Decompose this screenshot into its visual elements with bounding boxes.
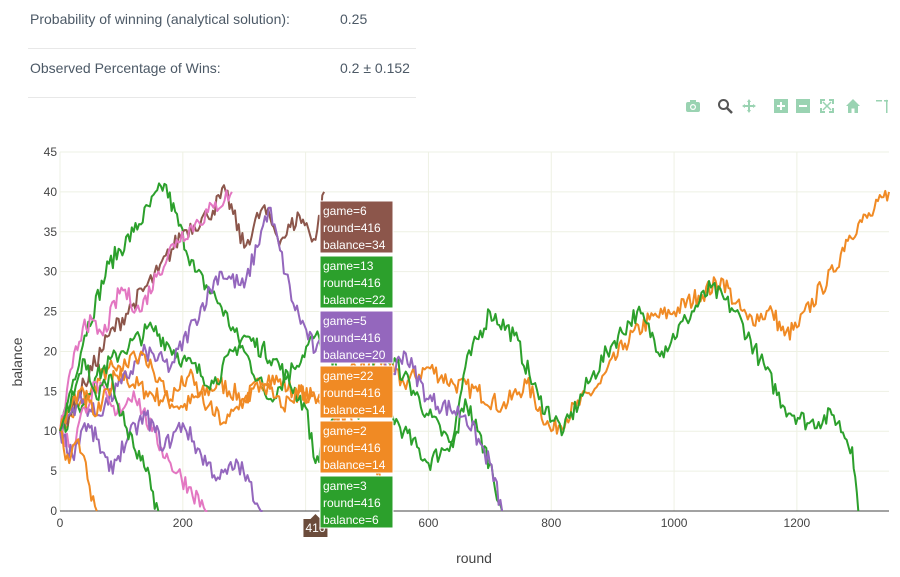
stat-value: 0.25 [340,11,368,27]
zoom-out-icon[interactable] [794,97,812,115]
spike-lines-icon[interactable] [874,97,892,115]
tooltip-text: game=13 [323,259,374,273]
y-tick-label: 0 [50,504,57,518]
stat-label: Probability of winning (analytical solut… [30,11,290,27]
x-tick-label: 200 [173,516,193,530]
hover-tooltip: game=2 round=416 balance=14 [319,420,394,474]
tooltip-text: balance=22 [323,293,386,307]
tooltip-text: game=5 [323,314,367,328]
tooltip-text: game=22 [323,369,374,383]
series-line-10 [59,358,160,512]
tooltip-box [319,420,394,474]
zoom-in-icon[interactable] [772,97,790,115]
x-tick-label: 1200 [784,516,811,530]
y-tick-label: 20 [44,344,58,358]
x-tick-label: 800 [541,516,561,530]
tooltip-text: game=6 [323,204,367,218]
y-tick-label: 15 [44,384,58,398]
hover-tooltip: game=22 round=416 balance=14 [319,365,394,419]
x-axis-title: round [456,550,492,566]
tooltip-box [319,200,394,254]
tooltip-text: round=416 [323,386,381,400]
x-axis: 0 200 600 800 1000 1200 [57,516,811,530]
y-tick-label: 45 [44,145,58,159]
series-line-6 [59,380,208,512]
balance-line-chart[interactable]: 0 200 600 800 1000 1200 0 5 10 15 20 25 30 35 40 45 ro… [0,140,900,577]
y-tick-label: 35 [44,225,58,239]
tooltip-text: game=3 [323,479,367,493]
x-tick-label: 0 [57,516,64,530]
tooltip-text: balance=6 [323,513,379,527]
series-line-9 [59,430,98,512]
series-line-8 [59,409,263,512]
tooltip-text: balance=14 [323,458,386,472]
y-tick-label: 40 [44,185,58,199]
tooltip-text: balance=34 [323,238,386,252]
series-line-4 [59,206,504,512]
pan-icon[interactable] [740,97,758,115]
tooltip-text: round=416 [323,496,381,510]
series-line-0 [59,189,890,440]
camera-icon[interactable] [684,97,702,115]
autoscale-icon[interactable] [818,97,836,115]
hover-tooltips: game=6 round=416 balance=34 game=13 round=41… [319,200,394,529]
tooltip-box [319,255,394,309]
x-tick-label: 600 [418,516,438,530]
y-axis: 0 5 10 15 20 25 30 35 40 45 [44,145,58,518]
reset-axes-icon[interactable] [844,97,862,115]
stat-row-analytical: Probability of winning (analytical solut… [28,0,416,49]
series-line-1 [59,182,860,512]
x-tick-label: 1000 [661,516,688,530]
tooltip-box [319,475,394,529]
y-axis-title: balance [9,337,25,386]
hover-tooltip: game=5 round=416 balance=20 [319,310,394,364]
hover-tooltip: game=13 round=416 balance=22 [319,255,394,309]
y-tick-label: 5 [50,464,57,478]
stat-value: 0.2 ± 0.152 [340,60,410,76]
tooltip-text: round=416 [323,221,381,235]
y-tick-label: 30 [44,265,58,279]
series-line-2 [59,321,504,512]
tooltip-box [319,365,394,419]
hover-tooltip: game=6 round=416 balance=34 [319,200,394,254]
chart-grid [59,151,889,512]
zoom-icon[interactable] [716,97,734,115]
tooltip-text: game=2 [323,424,367,438]
tooltip-box [319,310,394,364]
stat-row-observed: Observed Percentage of Wins: 0.2 ± 0.152 [28,49,416,98]
y-tick-label: 10 [44,424,58,438]
tooltip-text: balance=14 [323,403,386,417]
stat-label: Observed Percentage of Wins: [30,60,221,76]
tooltip-text: balance=20 [323,348,386,362]
tooltip-text: round=416 [323,276,381,290]
stats-table: Probability of winning (analytical solut… [28,0,416,98]
hover-tooltip: game=3 round=416 balance=6 [319,475,394,529]
tooltip-text: round=416 [323,331,381,345]
series-line-5 [59,189,233,432]
y-tick-label: 25 [44,305,58,319]
tooltip-text: round=416 [323,441,381,455]
chart-series [59,182,890,512]
